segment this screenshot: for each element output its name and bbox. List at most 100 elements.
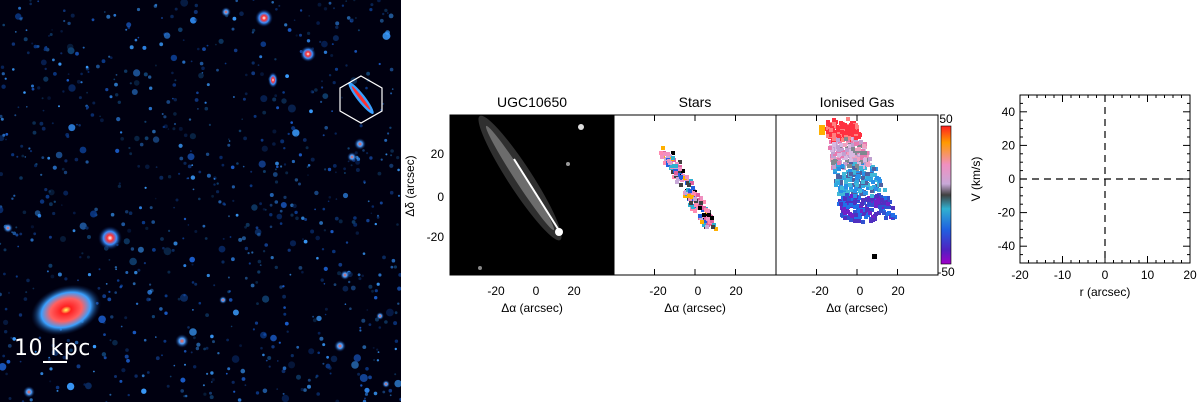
noise-speck bbox=[12, 68, 15, 71]
noise-speck bbox=[109, 339, 112, 342]
noise-speck bbox=[96, 64, 100, 69]
noise-speck bbox=[377, 214, 379, 217]
gas-pixel bbox=[854, 213, 858, 217]
noise-speck bbox=[0, 242, 2, 245]
noise-speck bbox=[68, 84, 76, 92]
noise-speck bbox=[52, 211, 56, 216]
star bbox=[578, 124, 584, 130]
noise-speck bbox=[263, 333, 267, 336]
noise-speck bbox=[364, 392, 369, 396]
noise-speck bbox=[362, 345, 367, 349]
maps-y-axis-label: Δδ (arcsec) bbox=[403, 155, 417, 216]
noise-speck bbox=[101, 59, 106, 64]
gas-pixel bbox=[840, 148, 844, 152]
noise-speck bbox=[303, 239, 308, 244]
galaxy bbox=[221, 7, 231, 17]
noise-speck bbox=[66, 382, 75, 391]
noise-speck bbox=[221, 163, 225, 167]
noise-speck bbox=[51, 122, 54, 125]
gas-pixel bbox=[848, 144, 852, 148]
noise-speck bbox=[161, 354, 163, 357]
map-ticks bbox=[450, 115, 898, 275]
noise-speck bbox=[93, 370, 95, 373]
noise-speck bbox=[335, 198, 338, 200]
noise-speck bbox=[252, 28, 256, 32]
noise-speck bbox=[195, 346, 200, 351]
noise-speck bbox=[357, 29, 360, 32]
noise-speck bbox=[80, 81, 83, 84]
noise-speck bbox=[365, 86, 368, 90]
noise-speck bbox=[49, 202, 53, 207]
noise-speck bbox=[85, 65, 89, 69]
chart-y-tick-labels: 40 20 0 -20 -40 bbox=[998, 105, 1016, 253]
noise-speck bbox=[29, 398, 33, 402]
noise-speck bbox=[106, 14, 111, 19]
noise-speck bbox=[191, 281, 195, 284]
noise-speck bbox=[132, 282, 136, 286]
star-pixel bbox=[690, 195, 694, 199]
noise-speck bbox=[130, 247, 135, 251]
gas-pixel bbox=[872, 167, 876, 171]
noise-speck bbox=[274, 58, 277, 61]
noise-speck bbox=[359, 374, 368, 382]
noise-speck bbox=[323, 229, 327, 232]
noise-speck bbox=[192, 309, 194, 311]
noise-speck bbox=[387, 12, 389, 14]
noise-speck bbox=[133, 69, 141, 77]
noise-speck bbox=[166, 100, 171, 104]
gas-pixel bbox=[868, 211, 872, 215]
noise-speck bbox=[262, 295, 270, 303]
noise-speck bbox=[307, 384, 311, 389]
star-pixel bbox=[671, 156, 675, 160]
noise-speck bbox=[363, 180, 366, 183]
noise-speck bbox=[116, 117, 121, 122]
gas-velocity-pixels bbox=[819, 117, 897, 224]
noise-speck bbox=[210, 381, 213, 383]
noise-speck bbox=[228, 138, 230, 140]
gas-pixel bbox=[878, 205, 882, 209]
noise-speck bbox=[34, 210, 41, 216]
star-pixel bbox=[706, 217, 710, 221]
gas-pixel bbox=[860, 192, 864, 196]
noise-speck bbox=[198, 72, 204, 79]
noise-speck bbox=[373, 391, 378, 396]
noise-speck bbox=[128, 211, 133, 215]
noise-speck bbox=[137, 164, 141, 168]
noise-speck bbox=[394, 347, 397, 351]
noise-speck bbox=[110, 212, 115, 217]
noise-speck bbox=[317, 351, 321, 355]
noise-speck bbox=[178, 172, 181, 175]
noise-speck bbox=[302, 138, 307, 142]
gas-pixel bbox=[826, 120, 830, 124]
noise-speck bbox=[270, 256, 274, 260]
noise-speck bbox=[180, 0, 189, 7]
noise-speck bbox=[61, 167, 65, 171]
star-pixel bbox=[687, 183, 691, 187]
noise-speck bbox=[193, 336, 196, 340]
noise-speck bbox=[31, 84, 34, 88]
noise-speck bbox=[67, 47, 75, 55]
noise-speck bbox=[310, 90, 314, 94]
noise-speck bbox=[271, 1, 275, 4]
x-tick-label: 20 bbox=[1183, 268, 1197, 282]
gas-pixel bbox=[853, 205, 857, 209]
noise-speck bbox=[29, 2, 32, 6]
noise-speck bbox=[204, 101, 207, 104]
noise-speck bbox=[224, 62, 227, 65]
star-pixel bbox=[674, 164, 678, 168]
noise-speck bbox=[180, 293, 188, 302]
noise-speck bbox=[15, 13, 22, 20]
noise-speck bbox=[92, 101, 96, 105]
noise-speck bbox=[154, 197, 157, 200]
noise-speck bbox=[333, 283, 337, 286]
noise-speck bbox=[290, 213, 294, 217]
gas-pixel bbox=[844, 180, 848, 184]
noise-speck bbox=[295, 216, 299, 221]
noise-speck bbox=[283, 163, 287, 166]
noise-speck bbox=[276, 388, 279, 390]
noise-speck bbox=[134, 261, 137, 264]
noise-speck bbox=[206, 372, 209, 375]
noise-speck bbox=[52, 58, 55, 62]
noise-speck bbox=[390, 92, 393, 95]
noise-speck bbox=[110, 56, 113, 59]
